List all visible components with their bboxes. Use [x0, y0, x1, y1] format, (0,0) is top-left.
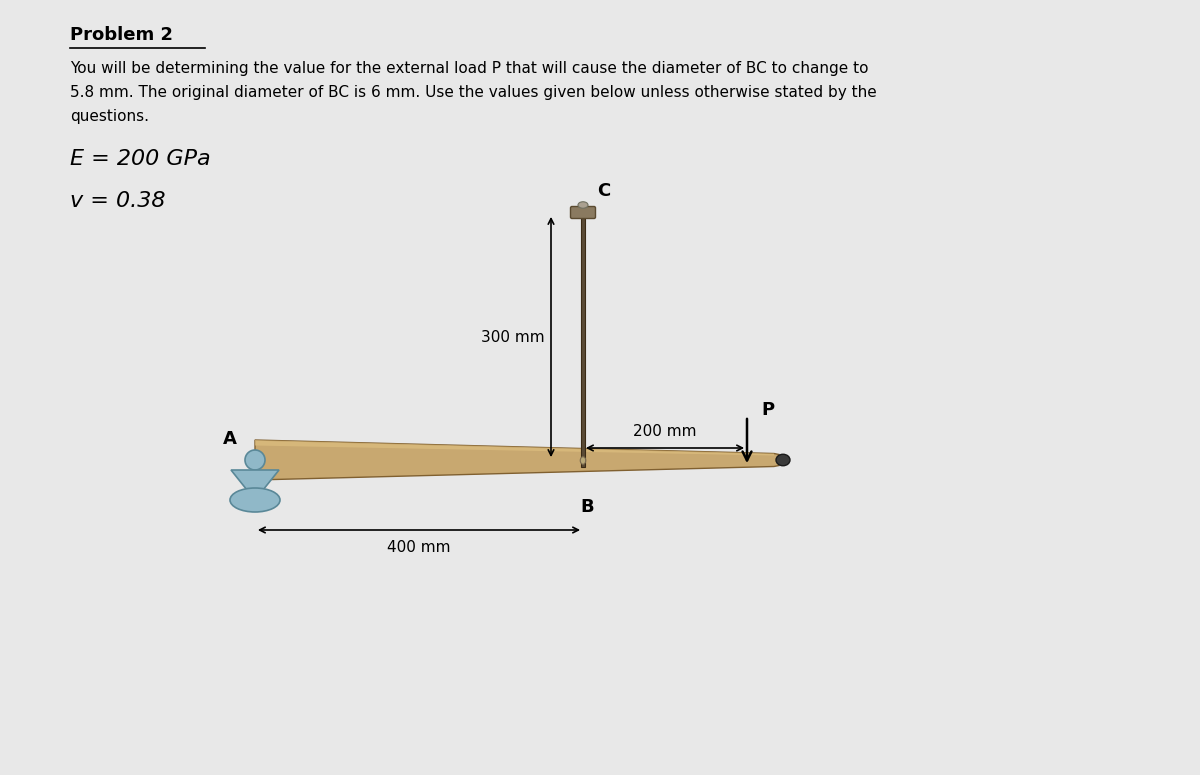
- Text: A: A: [223, 430, 236, 448]
- Ellipse shape: [581, 456, 586, 464]
- Ellipse shape: [230, 488, 280, 512]
- Text: C: C: [598, 182, 611, 200]
- Text: B: B: [580, 498, 594, 516]
- Polygon shape: [230, 470, 278, 500]
- Circle shape: [245, 450, 265, 470]
- Ellipse shape: [578, 202, 588, 208]
- Text: 5.8 mm. The original diameter of BC is 6 mm. Use the values given below unless o: 5.8 mm. The original diameter of BC is 6…: [70, 85, 877, 100]
- Text: questions.: questions.: [70, 109, 149, 124]
- Text: E = 200 GPa: E = 200 GPa: [70, 149, 211, 169]
- Text: You will be determining the value for the external load P that will cause the di: You will be determining the value for th…: [70, 61, 869, 76]
- FancyBboxPatch shape: [570, 206, 595, 219]
- Text: 400 mm: 400 mm: [388, 540, 451, 555]
- Text: P: P: [761, 401, 774, 419]
- Text: Problem 2: Problem 2: [70, 26, 173, 44]
- Bar: [581, 211, 586, 467]
- Polygon shape: [254, 440, 774, 456]
- Polygon shape: [254, 440, 779, 480]
- Ellipse shape: [776, 454, 790, 466]
- Text: 200 mm: 200 mm: [634, 424, 697, 439]
- Text: 300 mm: 300 mm: [481, 329, 545, 345]
- Text: v = 0.38: v = 0.38: [70, 191, 166, 211]
